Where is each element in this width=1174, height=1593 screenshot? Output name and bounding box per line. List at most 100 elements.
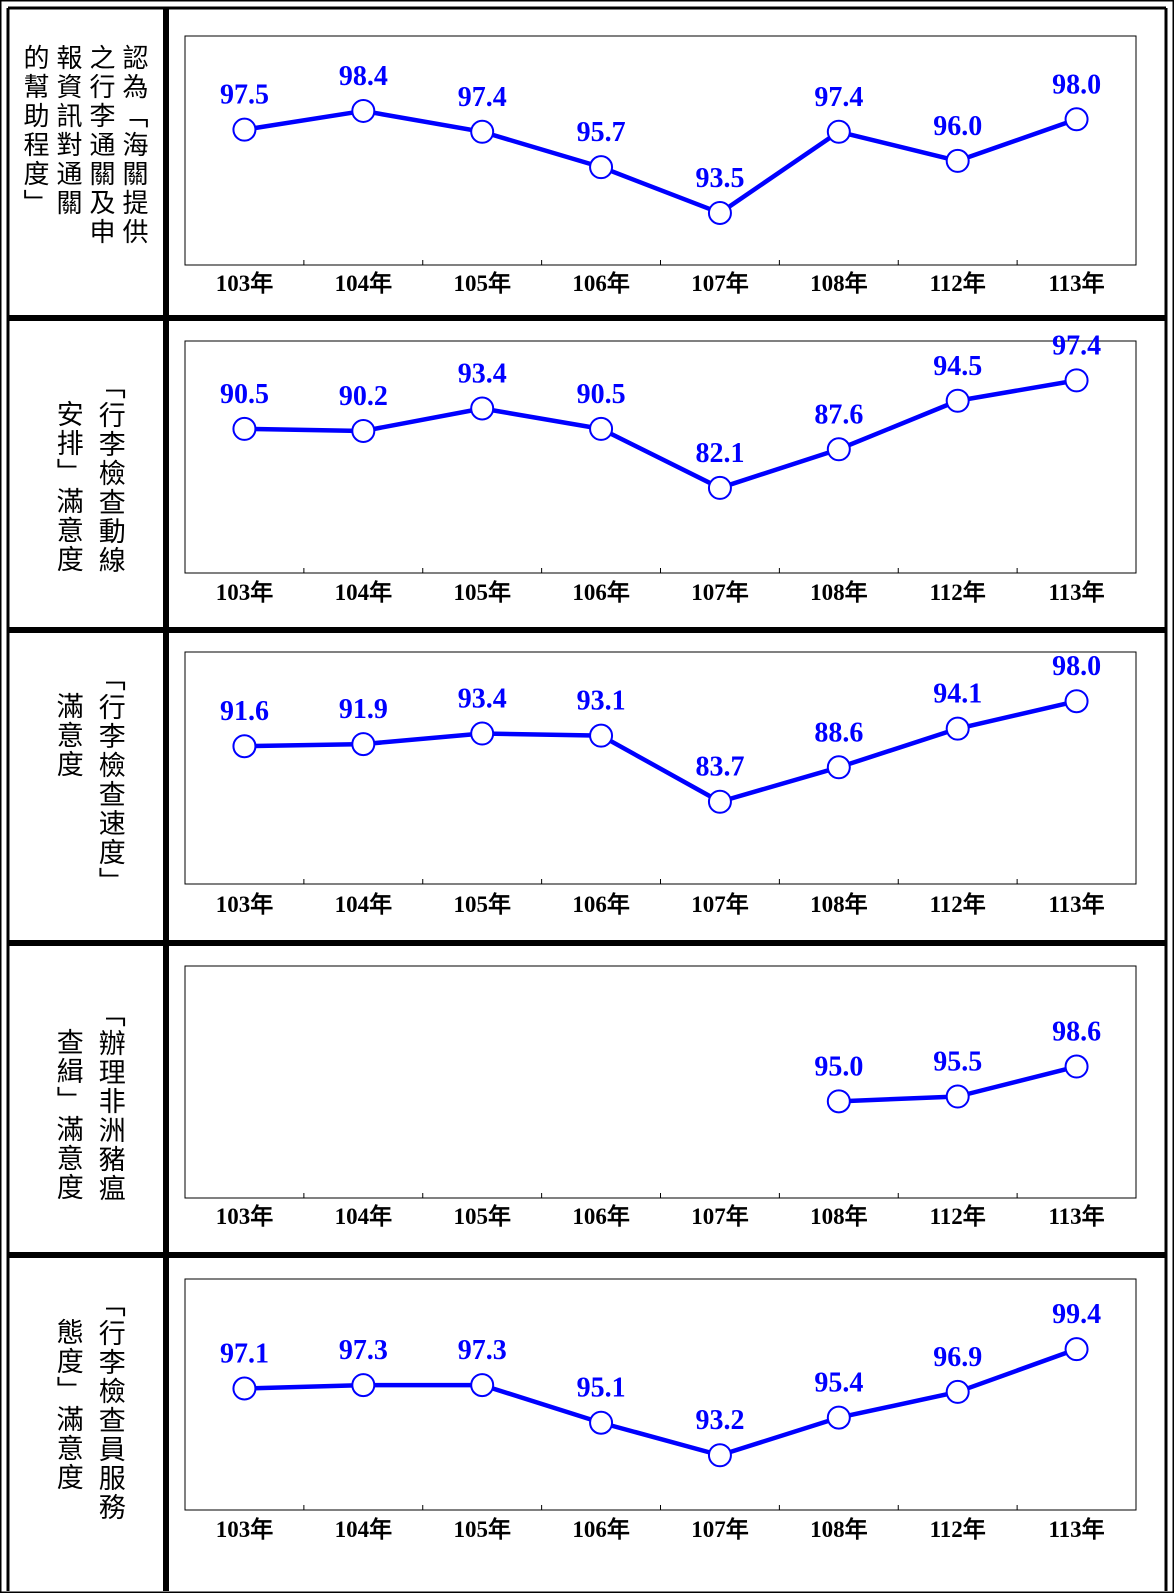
row-label: 態度」滿意度 (51, 1318, 83, 1492)
data-label: 99.4 (1052, 1299, 1101, 1330)
row-label: 之行李通關及申 (85, 44, 115, 247)
data-label: 97.3 (339, 1335, 388, 1366)
x-tick-label: 108年 (810, 891, 868, 917)
data-label: 97.4 (458, 82, 507, 113)
data-point (1064, 368, 1089, 393)
series-line (244, 699, 1078, 804)
data-point (707, 200, 732, 225)
x-tick-label: 103年 (216, 579, 274, 605)
data-point (826, 437, 851, 462)
x-tick-label: 104年 (335, 891, 393, 917)
data-label: 91.6 (220, 696, 269, 727)
row-label: 「行李檢查動線 (93, 372, 125, 575)
data-label: 93.5 (695, 163, 744, 194)
data-point (351, 1373, 376, 1398)
x-tick-label: 107年 (691, 1203, 749, 1229)
data-point (707, 475, 732, 500)
plot-area (184, 1278, 1137, 1511)
x-tick-label: 103年 (216, 1516, 274, 1542)
data-point (470, 1373, 495, 1398)
data-point (945, 1084, 970, 1109)
data-label: 98.0 (1052, 69, 1101, 100)
plot-area (184, 35, 1137, 266)
x-tick-label: 105年 (453, 1203, 511, 1229)
data-point (232, 734, 257, 759)
data-point (826, 1089, 851, 1114)
data-point (945, 148, 970, 173)
x-tick-label: 106年 (572, 891, 630, 917)
x-tick-label: 103年 (216, 891, 274, 917)
data-label: 95.7 (577, 117, 626, 148)
x-tick-label: 107年 (691, 579, 749, 605)
data-point (589, 155, 614, 180)
data-label: 87.6 (814, 399, 863, 430)
row-label: 查緝」滿意度 (51, 1028, 83, 1202)
x-tick-label: 112年 (930, 1516, 986, 1542)
data-point (232, 1376, 257, 1401)
data-label: 90.5 (220, 379, 269, 410)
x-tick-label: 113年 (1048, 1516, 1104, 1542)
data-label: 90.2 (339, 381, 388, 412)
x-tick-label: 105年 (453, 270, 511, 296)
data-label: 97.3 (458, 1335, 507, 1366)
x-tick-label: 107年 (691, 270, 749, 296)
data-label: 98.0 (1052, 651, 1101, 682)
data-point (945, 716, 970, 741)
data-point (826, 755, 851, 780)
x-tick-label: 106年 (572, 1516, 630, 1542)
x-tick-label: 113年 (1048, 1203, 1104, 1229)
row-label: 安排」滿意度 (51, 400, 83, 574)
series-line (244, 378, 1077, 491)
data-label: 95.1 (577, 1373, 626, 1404)
data-point (1064, 107, 1089, 132)
data-point (232, 117, 257, 142)
data-point (589, 723, 614, 748)
x-tick-label: 106年 (572, 1203, 630, 1229)
data-label: 96.9 (933, 1342, 982, 1373)
x-tick-label: 104年 (335, 1203, 393, 1229)
data-point (470, 119, 495, 144)
data-point (589, 416, 614, 441)
x-tick-label: 108年 (810, 1203, 868, 1229)
x-tick-label: 108年 (810, 1516, 868, 1542)
data-point (470, 396, 495, 421)
data-label: 82.1 (695, 438, 744, 469)
data-point (232, 416, 257, 441)
data-point (707, 789, 732, 814)
x-tick-label: 107年 (691, 891, 749, 917)
x-tick-label: 112年 (930, 1203, 986, 1229)
data-label: 93.4 (458, 684, 507, 715)
data-label: 93.4 (458, 358, 507, 389)
data-label: 90.5 (577, 379, 626, 410)
x-tick-label: 112年 (930, 579, 986, 605)
x-tick-label: 103年 (216, 270, 274, 296)
x-tick-label: 105年 (453, 1516, 511, 1542)
x-tick-label: 112年 (930, 891, 986, 917)
data-point (707, 1443, 732, 1468)
data-point (945, 388, 970, 413)
data-point (1064, 689, 1089, 714)
data-point (351, 418, 376, 443)
row-label: 報資訊對通關 (52, 44, 82, 218)
x-tick-label: 105年 (453, 891, 511, 917)
data-label: 95.5 (933, 1047, 982, 1078)
x-tick-label: 104年 (335, 579, 393, 605)
data-point (351, 732, 376, 757)
plot-area (184, 965, 1137, 1199)
data-point (826, 119, 851, 144)
data-point (589, 1410, 614, 1435)
data-point (1064, 1337, 1089, 1362)
data-label: 97.4 (814, 82, 863, 113)
x-tick-label: 106年 (572, 270, 630, 296)
data-point (826, 1405, 851, 1430)
row-label: 「行李檢查速度」 (93, 664, 125, 896)
data-label: 88.6 (814, 717, 863, 748)
x-tick-label: 105年 (453, 579, 511, 605)
data-label: 95.0 (814, 1051, 863, 1082)
data-point (470, 721, 495, 746)
data-point (351, 98, 376, 123)
x-tick-label: 104年 (335, 1516, 393, 1542)
data-point (1064, 1054, 1089, 1079)
data-label: 94.5 (933, 351, 982, 382)
